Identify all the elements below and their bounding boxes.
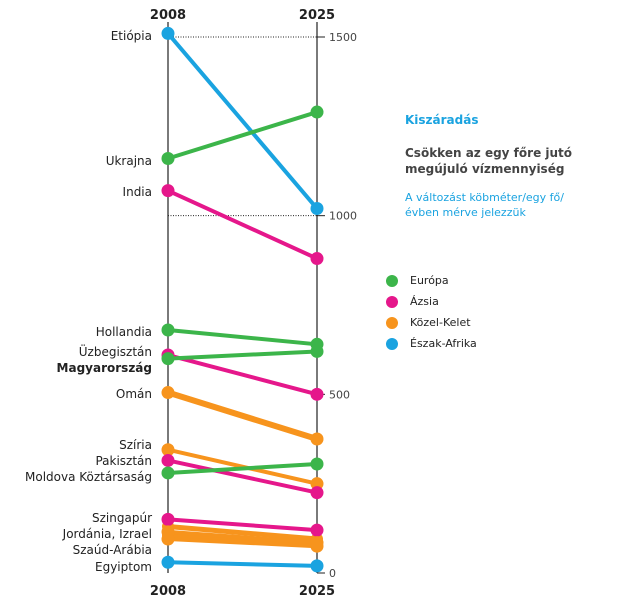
legend-item-north-africa: Észak-Afrika: [386, 333, 605, 354]
series-point: [310, 387, 324, 401]
y-tick-label: 1500: [329, 31, 357, 44]
series-label: Moldova Köztársaság: [25, 470, 152, 484]
series-line: [165, 524, 320, 542]
legend-swatch: [386, 337, 398, 350]
legend-item-middle-east: Közel-Kelet: [386, 312, 605, 333]
series-label: Hollandia: [96, 325, 152, 339]
series-line: [165, 532, 320, 547]
x-label-bottom-2008: 2008: [150, 584, 186, 599]
legend-label: Észak-Afrika: [410, 337, 477, 350]
series-point: [161, 443, 175, 457]
series-label: Jordánia, Izrael: [62, 527, 152, 541]
series-point: [310, 344, 324, 358]
legend-item-asia: Ázsia: [386, 291, 605, 312]
legend: Európa Ázsia Közel-Kelet Észak-Afrika: [386, 270, 605, 354]
series-point: [161, 466, 175, 480]
series-point: [161, 512, 175, 526]
series-point: [310, 105, 324, 119]
series-point: [161, 555, 175, 569]
legend-swatch: [386, 274, 398, 287]
series-point: [310, 457, 324, 471]
series-point: [161, 26, 175, 40]
series-label: Omán: [116, 387, 152, 401]
series-line: [166, 537, 319, 549]
series-point: [161, 453, 175, 467]
series-label: Üzbegisztán: [79, 343, 152, 359]
series-label: Etiópia: [111, 29, 152, 43]
series-line: [166, 110, 319, 161]
series-line: [166, 328, 319, 347]
series-label: Ukrajna: [106, 154, 152, 168]
series-point: [310, 202, 324, 216]
series-point: [161, 184, 175, 198]
x-label-bottom-2025: 2025: [299, 584, 335, 599]
series-line: [166, 353, 319, 397]
series-label: Szíria: [119, 438, 152, 452]
series-point: [310, 432, 324, 446]
series-line: [166, 349, 319, 361]
series-point: [161, 386, 175, 400]
series-label: Pakisztán: [95, 454, 152, 468]
legend-item-europe: Európa: [386, 270, 605, 291]
series-label: India: [123, 185, 152, 199]
series-point: [310, 252, 324, 266]
legend-label: Európa: [410, 274, 449, 287]
series-line: [166, 458, 319, 495]
series-point: [310, 559, 324, 573]
chart-subtitle: Csökken az egy főre jutó megújuló vízmen…: [405, 146, 573, 176]
series-point: [310, 477, 324, 491]
series-line: [166, 188, 319, 261]
chart-title: Kiszáradás: [405, 113, 479, 127]
series-point: [161, 532, 175, 546]
series-line: [166, 529, 319, 545]
series-line: [166, 560, 319, 568]
y-tick-label: 1000: [329, 210, 357, 223]
series-label: Szingapúr: [92, 511, 152, 525]
series-label: Egyiptom: [95, 560, 152, 574]
legend-swatch: [386, 295, 398, 308]
legend-label: Közel-Kelet: [410, 316, 471, 329]
series-line: [166, 517, 319, 533]
series-point: [310, 523, 324, 537]
series-line: [165, 389, 320, 442]
series-point: [161, 323, 175, 337]
series-line: [166, 31, 319, 211]
y-tick-label: 0: [329, 567, 336, 580]
x-label-top-2008: 2008: [150, 8, 186, 23]
chart-note: A változást köbméter/egy fő/évben mérve …: [405, 191, 564, 219]
legend-swatch: [386, 316, 398, 329]
series-label: Magyarország: [57, 361, 152, 375]
series-line: [166, 462, 319, 475]
series-point: [310, 539, 324, 553]
series-label: Szaúd-Arábia: [73, 543, 152, 557]
legend-label: Ázsia: [410, 295, 439, 308]
series-point: [161, 151, 175, 165]
x-label-top-2025: 2025: [299, 8, 335, 23]
series-point: [161, 352, 175, 366]
y-tick-label: 500: [329, 388, 350, 401]
series-point: [310, 486, 324, 500]
